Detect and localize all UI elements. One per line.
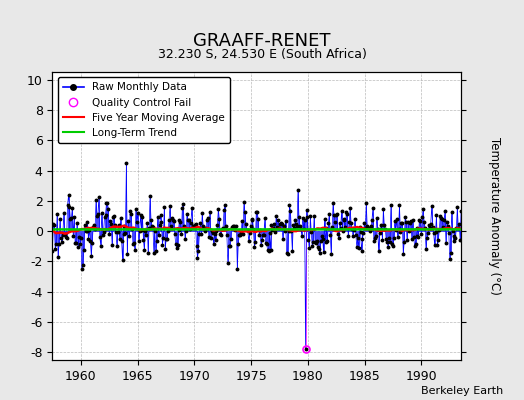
Legend: Raw Monthly Data, Quality Control Fail, Five Year Moving Average, Long-Term Tren: Raw Monthly Data, Quality Control Fail, …: [58, 77, 230, 143]
Text: 32.230 S, 24.530 E (South Africa): 32.230 S, 24.530 E (South Africa): [158, 48, 366, 61]
Text: GRAAFF-RENET: GRAAFF-RENET: [193, 32, 331, 50]
Y-axis label: Temperature Anomaly (°C): Temperature Anomaly (°C): [487, 137, 500, 295]
Text: Berkeley Earth: Berkeley Earth: [421, 386, 503, 396]
